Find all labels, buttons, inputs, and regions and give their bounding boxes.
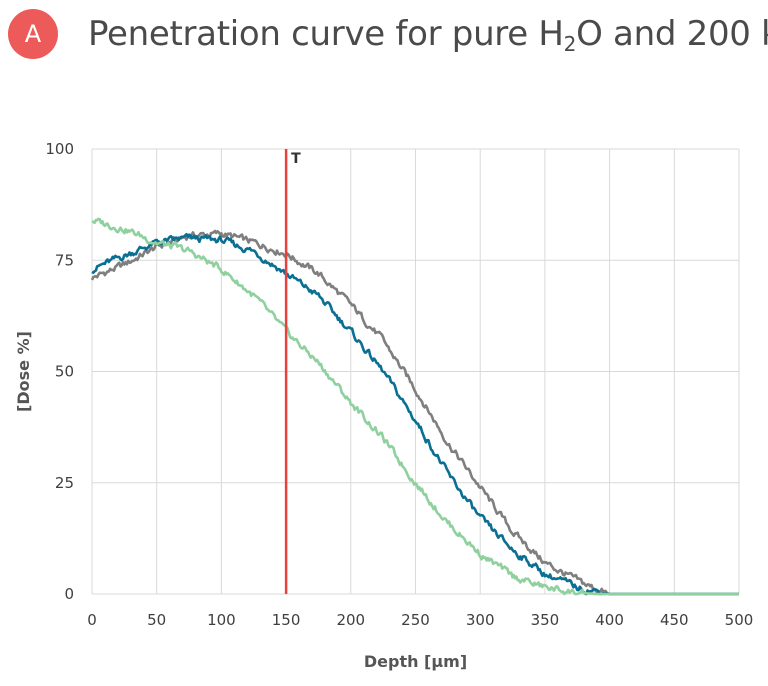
panel-badge: A — [8, 9, 58, 59]
series-lines — [90, 217, 739, 596]
y-tick-label: 0 — [64, 585, 74, 603]
x-axis-label: Depth [µm] — [364, 652, 467, 671]
marker-group: T — [284, 149, 301, 594]
title-part-2: O and 200 kV — [576, 14, 768, 54]
y-tick-label: 25 — [55, 474, 74, 492]
x-tick-label: 50 — [147, 611, 166, 629]
x-tick-label: 200 — [336, 611, 365, 629]
y-tick-label: 100 — [45, 140, 74, 158]
tick-labels: 0 50 100 150 200 250 300 350 400 450 500 0 25 50 75 100 — [45, 140, 753, 629]
y-axis-label: [Dose %] — [14, 331, 33, 412]
title-part-1: Penetration curve for pure H — [88, 14, 564, 54]
y-tick-label: 50 — [55, 363, 74, 381]
title-subscript: 2 — [563, 32, 577, 56]
series-line-green — [91, 217, 739, 596]
threshold-marker-label: T — [291, 151, 301, 167]
x-tick-label: 250 — [401, 611, 430, 629]
x-tick-label: 500 — [725, 611, 754, 629]
x-tick-label: 450 — [660, 611, 689, 629]
x-tick-label: 400 — [595, 611, 624, 629]
chart-title: Penetration curve for pure H2O and 200 k… — [88, 14, 768, 54]
y-tick-label: 75 — [55, 251, 74, 269]
x-tick-label: 300 — [466, 611, 495, 629]
x-tick-label: 100 — [207, 611, 236, 629]
x-tick-label: 0 — [87, 611, 97, 629]
grid — [91, 148, 740, 595]
x-tick-label: 350 — [531, 611, 560, 629]
chart-header: A Penetration curve for pure H2O and 200… — [8, 6, 768, 62]
x-tick-label: 150 — [272, 611, 301, 629]
